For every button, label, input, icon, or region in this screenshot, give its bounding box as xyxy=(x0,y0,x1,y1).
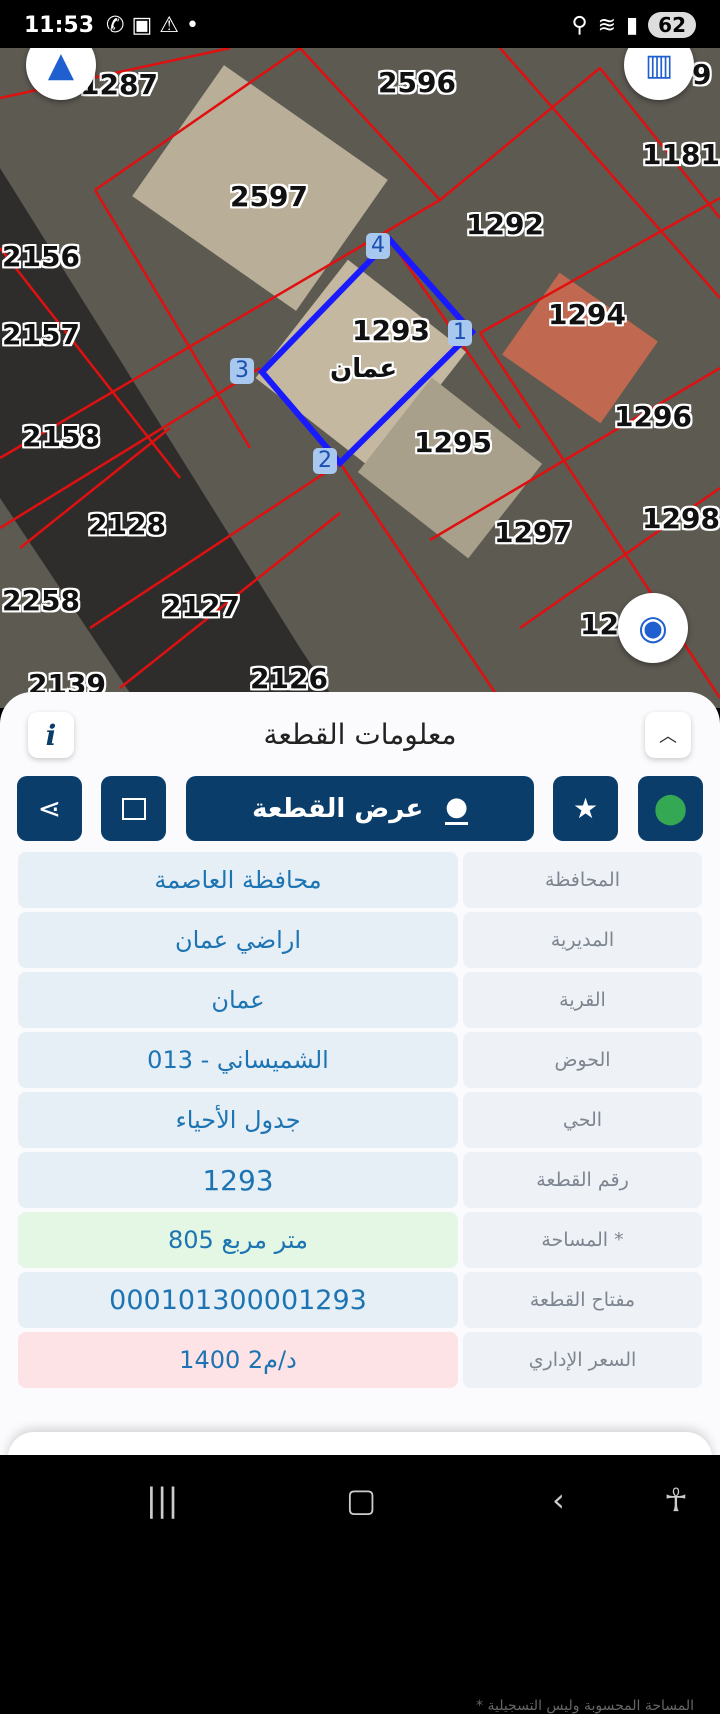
google-maps-button[interactable]: ⬤ xyxy=(638,776,703,841)
chevron-up-icon: ︿ xyxy=(659,726,677,747)
parcel-label[interactable]: 1295 xyxy=(414,426,492,459)
parcel-label[interactable]: 2157 xyxy=(2,318,80,351)
gps-target-icon: ◉ xyxy=(638,608,668,648)
parcel-label[interactable]: 2128 xyxy=(88,508,166,541)
parcel-label[interactable]: 12 xyxy=(580,608,619,641)
row-value: 805 متر مربع xyxy=(18,1212,458,1268)
recent-apps-button[interactable]: ||| xyxy=(146,1481,179,1519)
parcel-label[interactable]: 2158 xyxy=(22,420,100,453)
accessibility-button[interactable]: ☥ xyxy=(664,1481,688,1519)
sheet-title: معلومات القطعة xyxy=(263,718,457,751)
vertex-marker[interactable]: 1 xyxy=(448,320,472,346)
show-parcel-label: عرض القطعة xyxy=(252,793,424,824)
parcel-label[interactable]: 1296 xyxy=(614,400,692,433)
signal-icon: ▮ xyxy=(626,12,639,38)
row-value: الشميساني - 013 xyxy=(18,1032,458,1088)
row-label: الحي xyxy=(463,1092,702,1148)
clock: 11:53 xyxy=(24,12,95,38)
locate-button[interactable]: ◉ xyxy=(618,593,688,663)
row-label: رقم القطعة xyxy=(463,1152,702,1208)
row-value: عمان xyxy=(18,972,458,1028)
map-layers-icon: ▥ xyxy=(644,48,674,83)
info-button[interactable]: i xyxy=(28,712,74,758)
parcel-label[interactable]: 2596 xyxy=(378,66,456,99)
google-maps-icon: ⬤ xyxy=(653,791,688,826)
parcel-label[interactable]: 9 xyxy=(692,58,712,91)
info-row-price: 1400 د/م2 السعر الإداري xyxy=(18,1332,702,1388)
show-parcel-button[interactable]: عرض القطعة ● xyxy=(186,776,534,841)
parcel-label[interactable]: 2597 xyxy=(230,180,308,213)
parcel-label[interactable]: 2127 xyxy=(162,590,240,623)
row-label: الحوض xyxy=(463,1032,702,1088)
location-pin-icon: ● xyxy=(445,792,468,825)
location-icon: ⚲ xyxy=(571,12,588,38)
row-label: القرية xyxy=(463,972,702,1028)
vertex-marker[interactable]: 4 xyxy=(366,233,390,259)
vertex-marker[interactable]: 3 xyxy=(230,358,254,384)
row-label: المساحة * xyxy=(463,1212,702,1268)
row-value: جدول الأحياء xyxy=(18,1092,458,1148)
info-row-parcel-key: 000101300001293 مفتاح القطعة xyxy=(18,1272,702,1328)
parcel-label[interactable]: 1293 xyxy=(352,314,430,347)
draw-polygon-button[interactable] xyxy=(101,776,166,841)
vertex-marker[interactable]: 2 xyxy=(313,448,337,474)
row-value: 000101300001293 xyxy=(18,1272,458,1328)
row-label: المديرية xyxy=(463,912,702,968)
row-value: محافظة العاصمة xyxy=(18,852,458,908)
home-button[interactable]: ▢ xyxy=(346,1481,377,1519)
satellite-map[interactable]: 1287 2596 9 1181 2597 1292 2156 1294 215… xyxy=(0,48,720,708)
parcel-label[interactable]: 2126 xyxy=(250,662,328,695)
selected-parcel-name: عمان xyxy=(330,354,398,384)
parcel-label[interactable]: 1181 xyxy=(642,138,720,171)
collapse-button[interactable]: ︿ xyxy=(645,712,691,758)
info-row-parcel-number: 1293 رقم القطعة xyxy=(18,1152,702,1208)
wifi-icon: ≋ xyxy=(597,12,617,38)
battery-indicator: 62 xyxy=(648,12,696,38)
row-label: المحافظة xyxy=(463,852,702,908)
info-row-village: عمان القرية xyxy=(18,972,702,1028)
row-value: اراضي عمان xyxy=(18,912,458,968)
info-icon: i xyxy=(45,718,57,752)
info-row-governorate: محافظة العاصمة المحافظة xyxy=(18,852,702,908)
info-row-directorate: اراضي عمان المديرية xyxy=(18,912,702,968)
parcel-info-sheet: i معلومات القطعة ︿ ⋖ عرض القطعة ● ★ ⬤ مح… xyxy=(0,692,720,1714)
notification-icons: ✆ ▣ ⚠ • xyxy=(106,12,199,38)
layers-button[interactable]: ▥ xyxy=(624,48,694,100)
share-button[interactable]: ⋖ xyxy=(17,776,82,841)
back-button[interactable]: ‹ xyxy=(552,1481,565,1519)
info-row-basin: الشميساني - 013 الحوض xyxy=(18,1032,702,1088)
polygon-icon xyxy=(121,797,146,820)
row-value: 1293 xyxy=(18,1152,458,1208)
share-icon: ⋖ xyxy=(37,792,62,825)
row-value: 1400 د/م2 xyxy=(18,1332,458,1388)
parcel-label[interactable]: 1298 xyxy=(642,502,720,535)
parcel-label[interactable]: 2258 xyxy=(2,584,80,617)
row-label: السعر الإداري xyxy=(463,1332,702,1388)
parcel-label[interactable]: 1292 xyxy=(466,208,544,241)
system-navigation-bar: ||| ▢ ‹ ☥ xyxy=(0,1455,720,1544)
parcel-label[interactable]: 1294 xyxy=(548,298,626,331)
star-icon: ★ xyxy=(572,792,599,825)
navigation-arrow-icon: ▲ xyxy=(47,48,75,85)
parcel-lines xyxy=(0,48,720,708)
parcel-label[interactable]: 1297 xyxy=(494,516,572,549)
area-footnote: * المساحة المحسوبة وليس التسجيلية xyxy=(476,1698,694,1714)
status-bar: 11:53 ✆ ▣ ⚠ • ⚲ ≋ ▮ 62 xyxy=(0,0,720,50)
favorite-button[interactable]: ★ xyxy=(553,776,618,841)
parcel-label[interactable]: 2156 xyxy=(2,240,80,273)
info-row-district: جدول الأحياء الحي xyxy=(18,1092,702,1148)
row-label: مفتاح القطعة xyxy=(463,1272,702,1328)
info-row-area: 805 متر مربع المساحة * xyxy=(18,1212,702,1268)
